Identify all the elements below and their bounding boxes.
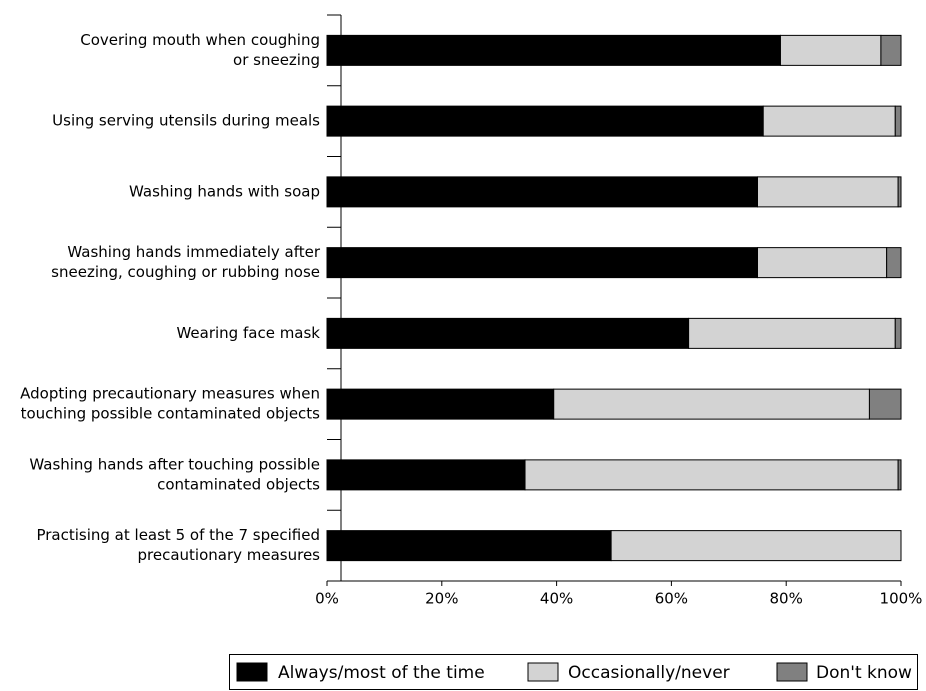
bar-segment [897, 459, 902, 491]
bar-segment [880, 34, 902, 66]
category-label: Wearing face mask [176, 324, 320, 342]
x-tick-label: 40% [540, 590, 573, 608]
bar-segment [779, 34, 882, 66]
legend-swatch [776, 662, 808, 682]
bar-segment [894, 105, 902, 137]
bar-segment [326, 388, 555, 420]
category-label: Using serving utensils during meals [52, 112, 320, 130]
bar-segment [524, 459, 899, 491]
bar-segment [326, 459, 526, 491]
category-label: touching possible contaminated objects [21, 405, 321, 423]
legend-swatch [236, 662, 268, 682]
bar-segment [894, 317, 902, 349]
bar-segment [688, 317, 896, 349]
bar-segment [326, 247, 758, 279]
bar-segment [757, 247, 888, 279]
category-label: Covering mouth when coughing [80, 31, 320, 49]
bar-segment [897, 176, 902, 208]
x-tick-label: 60% [655, 590, 688, 608]
category-label: Washing hands with soap [129, 182, 320, 200]
bar-segment [326, 530, 612, 562]
category-label: Washing hands immediately after [67, 243, 320, 261]
x-tick-label: 0% [315, 590, 339, 608]
bar-segment [326, 34, 781, 66]
bar-segment [326, 105, 764, 137]
x-tick-label: 100% [880, 590, 923, 608]
x-tick-label: 80% [770, 590, 803, 608]
bar-segment [868, 388, 902, 420]
bar-segment [762, 105, 896, 137]
legend-label: Don't know [816, 663, 912, 683]
category-label: or sneezing [233, 51, 320, 69]
category-label: sneezing, coughing or rubbing nose [51, 263, 320, 281]
legend-box [229, 654, 918, 690]
bar-segment [553, 388, 870, 420]
category-label: Adopting precautionary measures when [20, 385, 320, 403]
bar-segment [757, 176, 899, 208]
bar-segment [610, 530, 902, 562]
legend-label: Always/most of the time [278, 663, 485, 683]
legend-swatch [527, 662, 559, 682]
category-label: precautionary measures [137, 546, 320, 564]
bar-segment [326, 317, 690, 349]
legend-label: Occasionally/never [568, 663, 730, 683]
bar-segment [886, 247, 902, 279]
category-label: contaminated objects [157, 475, 320, 493]
x-tick-label: 20% [425, 590, 458, 608]
bar-segment [326, 176, 758, 208]
category-label: Practising at least 5 of the 7 specified [36, 526, 320, 544]
category-label: Washing hands after touching possible [29, 455, 320, 473]
